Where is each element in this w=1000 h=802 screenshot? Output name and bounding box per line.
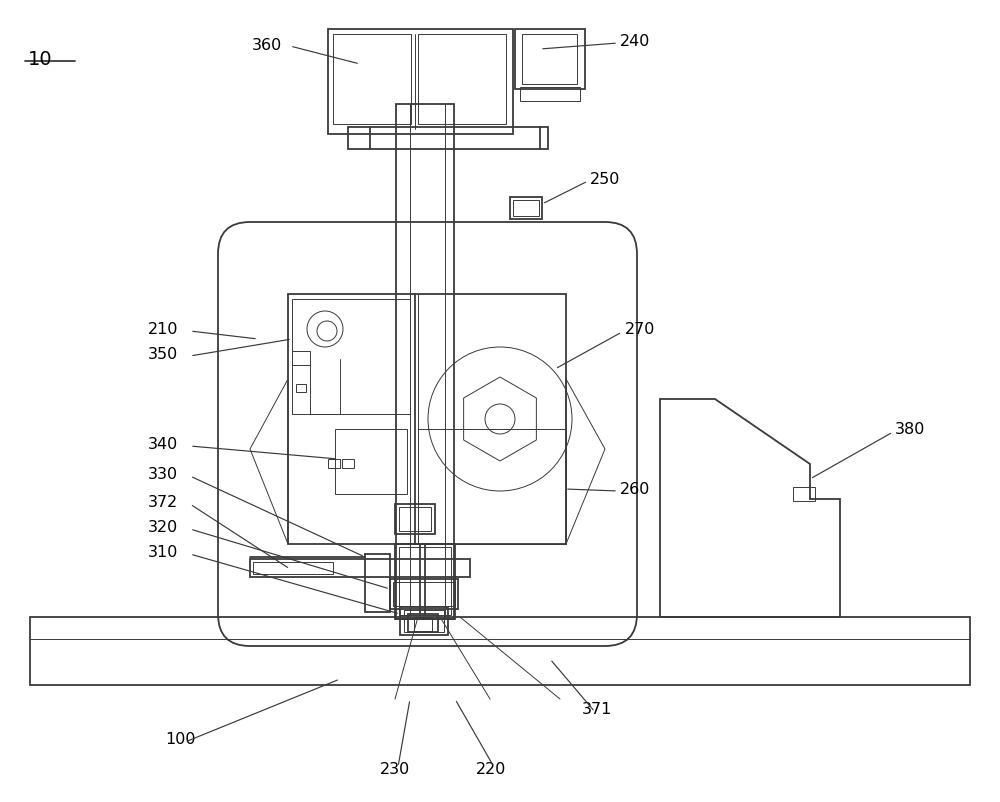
Bar: [404, 610, 444, 632]
Text: 350: 350: [148, 347, 178, 362]
Bar: [342, 460, 354, 468]
Bar: [390, 579, 458, 610]
Bar: [395, 504, 435, 534]
Bar: [328, 460, 340, 468]
Bar: [408, 614, 438, 632]
Text: 372: 372: [148, 495, 178, 510]
Text: 210: 210: [148, 322, 179, 337]
Bar: [399, 547, 451, 615]
Bar: [418, 35, 506, 125]
Bar: [30, 618, 970, 685]
Text: 220: 220: [476, 762, 506, 776]
Bar: [510, 198, 542, 220]
Text: 270: 270: [625, 322, 655, 337]
Bar: [253, 562, 333, 574]
Bar: [793, 488, 815, 501]
Bar: [393, 582, 455, 606]
Text: 10: 10: [28, 50, 53, 69]
Bar: [414, 618, 432, 631]
Bar: [513, 200, 539, 217]
Bar: [333, 35, 411, 125]
Bar: [395, 545, 455, 619]
Text: 330: 330: [148, 467, 178, 482]
Text: 340: 340: [148, 437, 178, 452]
Bar: [399, 508, 431, 532]
Text: 380: 380: [895, 422, 925, 437]
Text: 260: 260: [620, 482, 650, 497]
Bar: [365, 554, 390, 612]
Bar: [348, 128, 548, 150]
Text: 371: 371: [582, 702, 612, 717]
Bar: [296, 384, 306, 392]
Bar: [396, 105, 454, 619]
Text: 310: 310: [148, 545, 178, 560]
Bar: [418, 429, 566, 545]
Text: 230: 230: [380, 762, 410, 776]
Bar: [328, 30, 513, 135]
Text: 320: 320: [148, 520, 178, 535]
Bar: [292, 351, 310, 366]
Bar: [335, 429, 407, 494]
Bar: [288, 294, 566, 545]
Bar: [515, 30, 585, 90]
Text: 250: 250: [590, 172, 620, 187]
Text: 100: 100: [165, 731, 196, 747]
Bar: [400, 607, 448, 635]
Text: 240: 240: [620, 34, 650, 50]
Text: 360: 360: [252, 38, 282, 52]
Bar: [292, 300, 410, 415]
Bar: [520, 88, 580, 102]
Bar: [250, 559, 470, 577]
Bar: [522, 35, 577, 85]
